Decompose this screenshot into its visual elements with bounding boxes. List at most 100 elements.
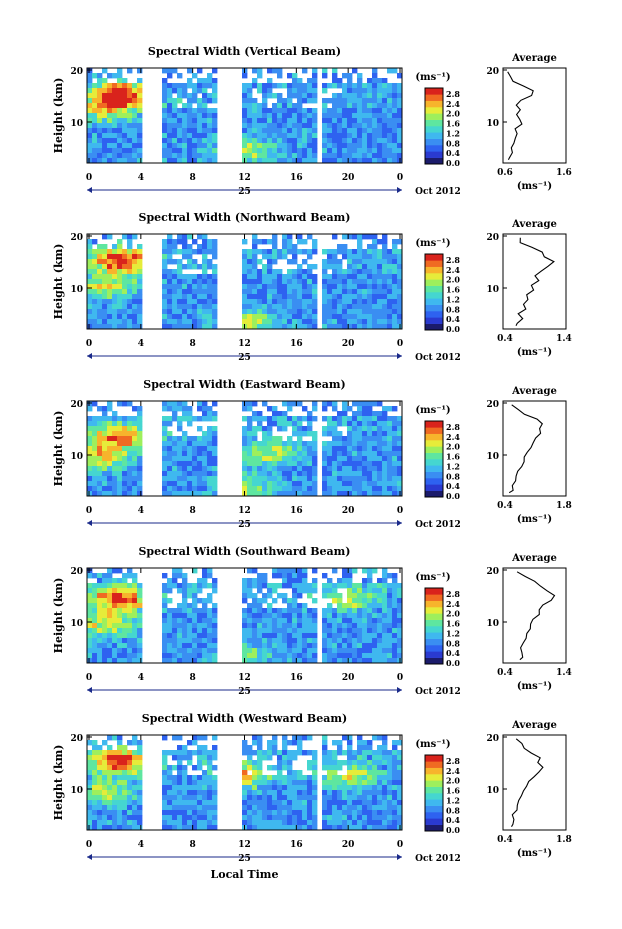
heatmap-cell bbox=[337, 309, 343, 315]
heatmap-cell bbox=[117, 648, 123, 654]
heatmap-cell bbox=[277, 790, 283, 796]
heatmap-cell bbox=[172, 436, 178, 442]
heatmap-cell bbox=[182, 279, 188, 285]
heatmap-cell bbox=[382, 466, 388, 472]
heatmap-cell bbox=[372, 461, 378, 467]
heatmap-cell bbox=[377, 411, 383, 417]
heatmap-cell bbox=[192, 653, 198, 659]
heatmap-cell bbox=[357, 148, 363, 154]
heatmap-cell bbox=[132, 406, 138, 412]
heatmap-cell bbox=[362, 299, 368, 305]
heatmap-cell bbox=[302, 426, 308, 432]
heatmap-cell bbox=[257, 578, 263, 584]
heatmap-cell bbox=[132, 810, 138, 816]
heatmap-cell bbox=[292, 73, 298, 79]
heatmap-cell bbox=[97, 319, 103, 325]
colorbar-tick-label: 2.0 bbox=[446, 275, 460, 285]
heatmap-cell bbox=[297, 638, 303, 644]
heatmap-cell bbox=[362, 608, 368, 614]
heatmap-cell bbox=[392, 88, 398, 94]
heatmap-cell bbox=[307, 426, 313, 432]
y-axis-label: Height (km) bbox=[52, 578, 65, 654]
heatmap-cell bbox=[387, 593, 393, 599]
heatmap-cell bbox=[322, 800, 328, 806]
heatmap-cell bbox=[327, 785, 333, 791]
heatmap-cell bbox=[137, 613, 143, 619]
heatmap-cell bbox=[297, 461, 303, 467]
heatmap-cell bbox=[312, 785, 318, 791]
heatmap-cell bbox=[312, 760, 318, 766]
heatmap-cell bbox=[357, 259, 363, 265]
heatmap-cell bbox=[367, 234, 373, 240]
heatmap-cell bbox=[207, 98, 213, 104]
heatmap-cell bbox=[122, 133, 128, 139]
heatmap-cell bbox=[307, 234, 313, 240]
heatmap-cell bbox=[272, 750, 278, 756]
heatmap-cell bbox=[117, 638, 123, 644]
heatmap-cell bbox=[307, 481, 313, 487]
heatmap-cell bbox=[267, 820, 273, 826]
date-label: Oct 2012 bbox=[415, 187, 461, 197]
heatmap-cell bbox=[337, 416, 343, 422]
heatmap-cell bbox=[282, 324, 288, 330]
heatmap-cell bbox=[347, 234, 353, 240]
heatmap-cell bbox=[97, 775, 103, 781]
heatmap-cell bbox=[352, 825, 358, 831]
heatmap-cell bbox=[382, 153, 388, 159]
heatmap-cell bbox=[207, 289, 213, 295]
heatmap-cell bbox=[167, 643, 173, 649]
heatmap-cell bbox=[272, 573, 278, 579]
heatmap-cell bbox=[292, 583, 298, 589]
heatmap-cell bbox=[387, 633, 393, 639]
heatmap-cell bbox=[287, 633, 293, 639]
heatmap-cell bbox=[262, 274, 268, 280]
heatmap-cell bbox=[292, 401, 298, 407]
colorbar-segment bbox=[425, 490, 443, 498]
heatmap-cell bbox=[252, 294, 258, 300]
heatmap-cell bbox=[257, 618, 263, 624]
heatmap-cell bbox=[202, 446, 208, 452]
heatmap-cell bbox=[277, 638, 283, 644]
heatmap-cell bbox=[192, 623, 198, 629]
heatmap-cell bbox=[247, 471, 253, 477]
heatmap-cell bbox=[377, 598, 383, 604]
colorbar-segment bbox=[425, 285, 443, 293]
heatmap-cell bbox=[132, 294, 138, 300]
heatmap-cell bbox=[352, 319, 358, 325]
heatmap-cell bbox=[162, 319, 168, 325]
heatmap-cell bbox=[167, 476, 173, 482]
heatmap-cell bbox=[382, 441, 388, 447]
heatmap-cell bbox=[122, 623, 128, 629]
heatmap-cell bbox=[197, 598, 203, 604]
heatmap-cell bbox=[327, 466, 333, 472]
colorbar-segment bbox=[425, 304, 443, 312]
heatmap-cell bbox=[307, 284, 313, 290]
heatmap-cell bbox=[247, 765, 253, 771]
heatmap-cell bbox=[182, 264, 188, 270]
heatmap-cell bbox=[182, 623, 188, 629]
heatmap-cell bbox=[92, 481, 98, 487]
heatmap-cell bbox=[242, 436, 248, 442]
heatmap-cell bbox=[192, 643, 198, 649]
heatmap-cell bbox=[127, 775, 133, 781]
heatmap-cell bbox=[92, 128, 98, 134]
average-frame bbox=[502, 400, 567, 497]
heatmap-cell bbox=[357, 309, 363, 315]
heatmap-cell bbox=[117, 259, 123, 265]
heatmap-cell bbox=[97, 623, 103, 629]
heatmap-cell bbox=[92, 284, 98, 290]
heatmap-cell bbox=[397, 309, 403, 315]
heatmap-cell bbox=[87, 254, 93, 260]
heatmap-cell bbox=[202, 755, 208, 761]
heatmap-cell bbox=[177, 299, 183, 305]
heatmap-cell bbox=[322, 775, 328, 781]
heatmap-cell bbox=[172, 279, 178, 285]
heatmap-cell bbox=[97, 98, 103, 104]
heatmap-cell bbox=[307, 309, 313, 315]
colorbar-segment bbox=[425, 638, 443, 646]
heatmap-cell bbox=[307, 628, 313, 634]
heatmap-cell bbox=[307, 153, 313, 159]
heatmap-cell bbox=[127, 603, 133, 609]
heatmap-cell bbox=[167, 800, 173, 806]
heatmap-cell bbox=[107, 108, 113, 114]
